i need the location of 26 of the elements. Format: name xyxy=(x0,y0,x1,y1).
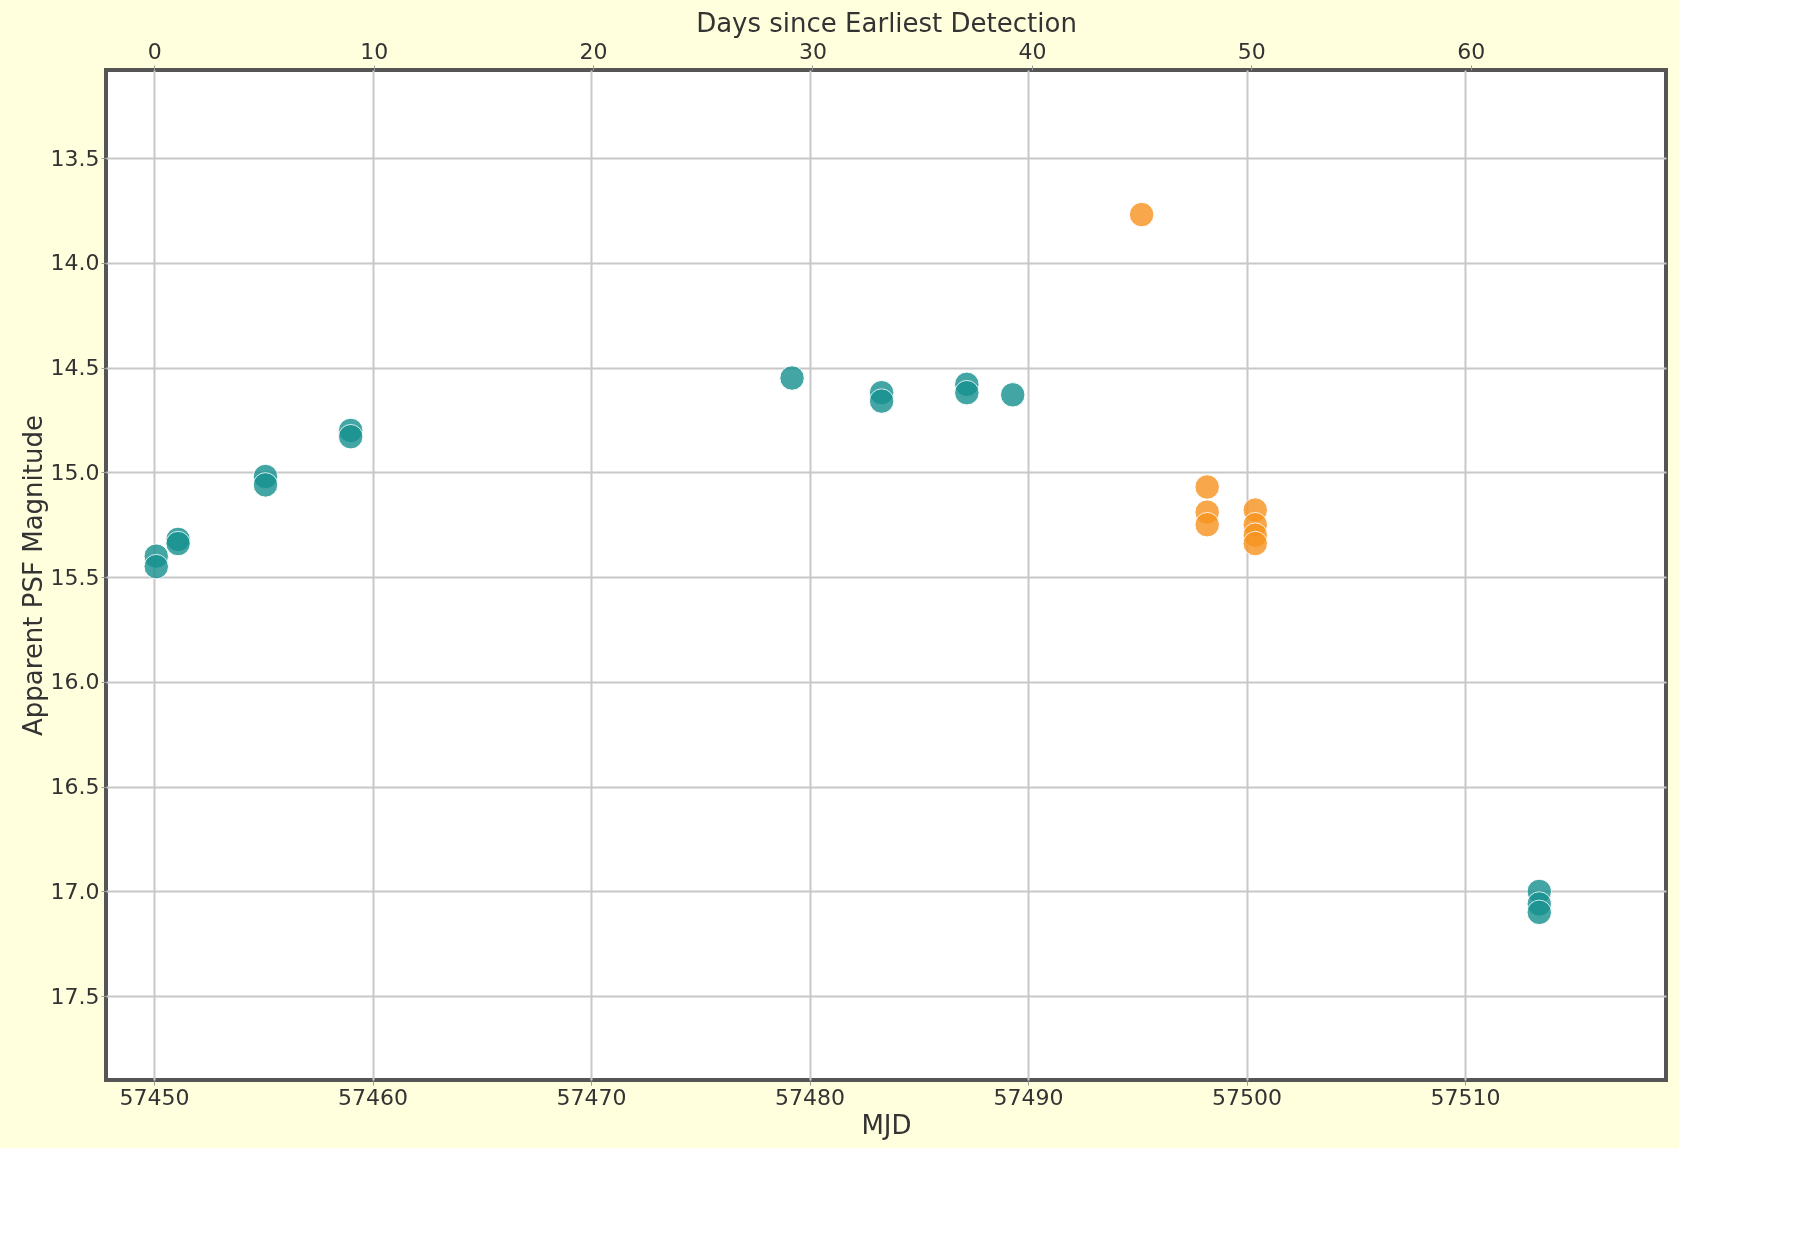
y-tick-label: 16.5 xyxy=(50,774,100,800)
x-axis-title: MJD xyxy=(861,1109,912,1140)
y-tick-label: 14.0 xyxy=(50,250,100,276)
x2-tick-label: 60 xyxy=(1457,38,1486,64)
x2-tick-label: 20 xyxy=(579,38,608,64)
y-tick-label: 15.0 xyxy=(50,459,100,485)
x2-tick-label: 30 xyxy=(799,38,827,64)
x2-tick-label: 0 xyxy=(147,38,162,64)
x2-tick-label: 50 xyxy=(1237,38,1266,64)
x2-tick-label: 10 xyxy=(360,38,389,64)
y-tick-label: 13.5 xyxy=(50,145,100,171)
x-tick-label: 57490 xyxy=(993,1084,1064,1110)
x-tick-label: 57450 xyxy=(119,1084,190,1110)
x-tick-label: 57480 xyxy=(775,1084,846,1110)
x-tick-label: 57510 xyxy=(1430,1084,1501,1110)
x2-tick-label: 40 xyxy=(1018,38,1047,64)
x-tick-label: 57460 xyxy=(338,1084,409,1110)
y-tick-label: 17.5 xyxy=(50,983,100,1009)
x2-axis-title: Days since Earliest Detection xyxy=(696,7,1077,38)
y-tick-label: 14.5 xyxy=(50,355,100,381)
y-tick-label: 15.5 xyxy=(50,564,100,590)
x-tick-label: 57500 xyxy=(1212,1084,1282,1110)
y-axis-title: Apparent PSF Magnitude xyxy=(17,415,48,736)
y-tick-label: 16.0 xyxy=(50,669,100,695)
y-tick-label: 17.0 xyxy=(50,878,100,904)
x-tick-label: 57470 xyxy=(556,1084,627,1110)
